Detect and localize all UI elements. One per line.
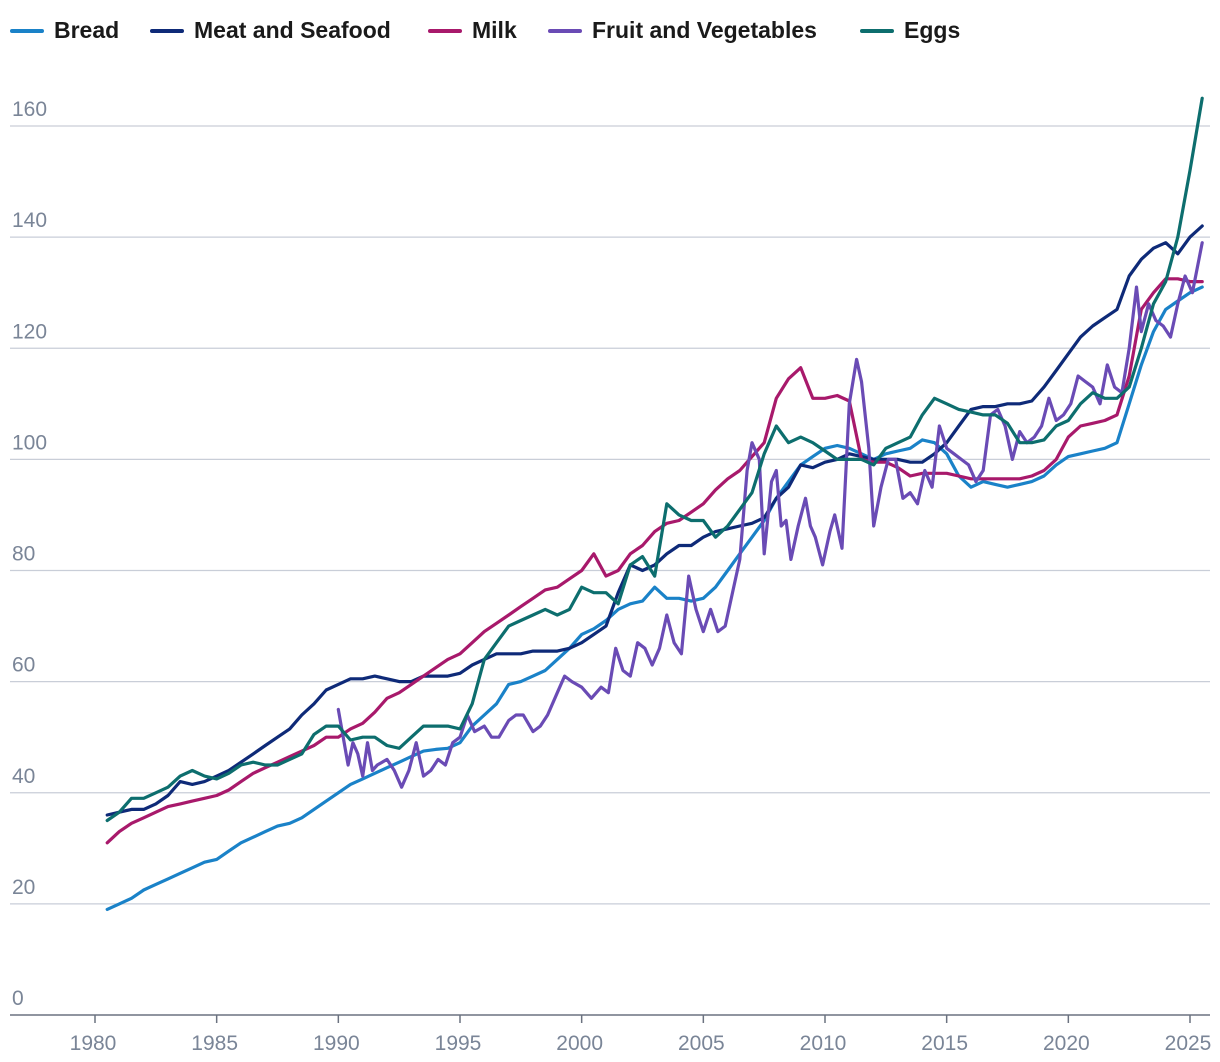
legend-label: Meat and Seafood [194,17,391,43]
y-gridlines [10,125,1210,905]
x-tick-label: 1980 [70,1032,117,1055]
series-line-bread [105,285,1204,911]
legend-label: Bread [54,17,119,43]
legend-label: Fruit and Vegetables [592,17,817,43]
legend-label: Eggs [904,17,960,43]
y-tick-label: 100 [12,431,47,454]
x-axis: 1980 1985 1990 1995 2000 2005 2010 2015 2020 2025 [10,1014,1212,1055]
x-tick-label: 1985 [191,1032,238,1055]
y-tick-label: 40 [12,765,35,788]
x-tick-label: 2000 [556,1032,603,1055]
y-tick-label: 140 [12,209,47,232]
x-tick-label: 2025 [1165,1032,1212,1055]
legend-item-meat-and-seafood: Meat and Seafood [150,17,391,43]
y-tick-label: 120 [12,320,47,343]
x-tick-label: 2020 [1043,1032,1090,1055]
legend: Bread Meat and Seafood Milk Fruit and Veget… [10,17,960,43]
series-line-fruit-and-vegetables [336,241,1204,789]
legend-item-milk: Milk [428,17,517,43]
x-tick-label: 1990 [313,1032,360,1055]
y-axis-ticks: 0 20 40 60 80 100 120 140 160 [12,98,47,1010]
x-tick-label: 2015 [921,1032,968,1055]
series-line-meat-and-seafood [105,224,1204,817]
x-tick-label: 2005 [678,1032,725,1055]
plot-area [105,96,1204,911]
y-tick-label: 80 [12,543,35,566]
y-tick-label: 20 [12,876,35,899]
series-line-milk [105,277,1204,845]
x-tick-label: 1995 [435,1032,482,1055]
y-tick-label: 160 [12,98,47,121]
legend-label: Milk [472,17,517,43]
series-line-eggs [105,96,1204,823]
legend-item-eggs: Eggs [860,17,960,43]
y-tick-label: 0 [12,987,24,1010]
y-tick-label: 60 [12,654,35,677]
x-tick-label: 2010 [800,1032,847,1055]
legend-item-bread: Bread [10,17,119,43]
legend-item-fruit-and-vegetables: Fruit and Vegetables [548,17,817,43]
